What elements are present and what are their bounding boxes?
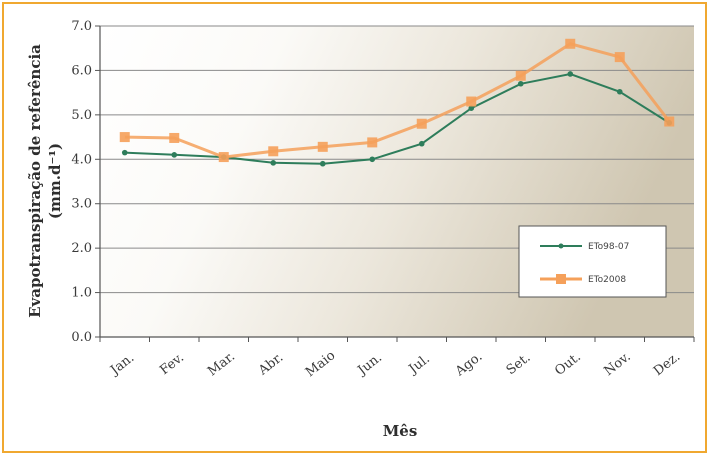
data-point [169,132,180,143]
data-point [517,80,524,87]
x-tick-label: Fev. [157,350,187,378]
x-tick-label: Nov. [601,349,633,379]
data-point [268,146,279,157]
legend-box [518,225,667,298]
x-tick-label: Dez. [651,349,683,379]
y-tick-label: 7.0 [71,19,92,34]
data-point [369,156,376,163]
x-tick-label: Mar. [205,349,238,379]
series-line-eto2008 [124,42,671,159]
data-point [468,105,475,111]
legend: ETo98-07 ETo2008 [518,225,667,298]
y-axis-title-line1: Evapotranspiração de referência [26,44,44,318]
y-tick-label: 3.0 [71,197,92,212]
data-point [317,141,328,152]
x-axis-ticks: Jan. Fev. Mar. Abr. Maio Jun. Jul. Ago. Set. Out.… [106,348,683,380]
data-point [416,118,427,129]
series-group [119,38,675,167]
x-tick-label: Jun. [354,350,385,379]
y-tick-label: 4.0 [71,152,92,167]
x-tick-label: Set. [504,350,534,378]
x-tick-label: Abr. [255,350,286,379]
data-point [614,52,625,63]
data-point [567,71,574,77]
legend-marker-eto98-07 [558,243,564,249]
data-point [565,38,576,49]
legend-label-eto98-07: ETo98-07 [588,242,629,252]
x-axis-title: Mês [383,422,418,440]
data-point [367,137,378,148]
data-point [418,140,425,147]
y-tick-label: 2.0 [71,241,92,256]
x-tick-label: Out. [552,350,584,379]
x-tick-label: Jan. [106,350,137,379]
data-point [664,116,675,127]
data-point [270,160,277,166]
data-point [119,132,130,143]
y-axis-title-line2: (mm.d⁻¹) [46,143,64,219]
data-point [121,149,128,156]
x-tick-label: Jul. [405,352,433,379]
data-point [466,96,477,107]
legend-label-eto2008: ETo2008 [588,275,626,285]
y-tick-label: 1.0 [71,286,92,301]
legend-marker-eto2008 [556,274,566,284]
y-tick-label: 0.0 [71,330,92,345]
y-tick-label: 6.0 [71,63,92,78]
data-point [218,152,229,163]
y-axis-ticks: 0.0 1.0 2.0 3.0 4.0 5.0 6.0 7.0 [71,19,92,345]
data-point [616,88,623,95]
x-tick-label: Maio [303,348,338,380]
x-tick-label: Ago. [452,349,485,380]
data-point [171,152,178,158]
data-point [319,160,326,167]
data-point [515,70,526,81]
y-tick-label: 5.0 [71,108,92,123]
series-line-eto98-07 [124,72,670,165]
